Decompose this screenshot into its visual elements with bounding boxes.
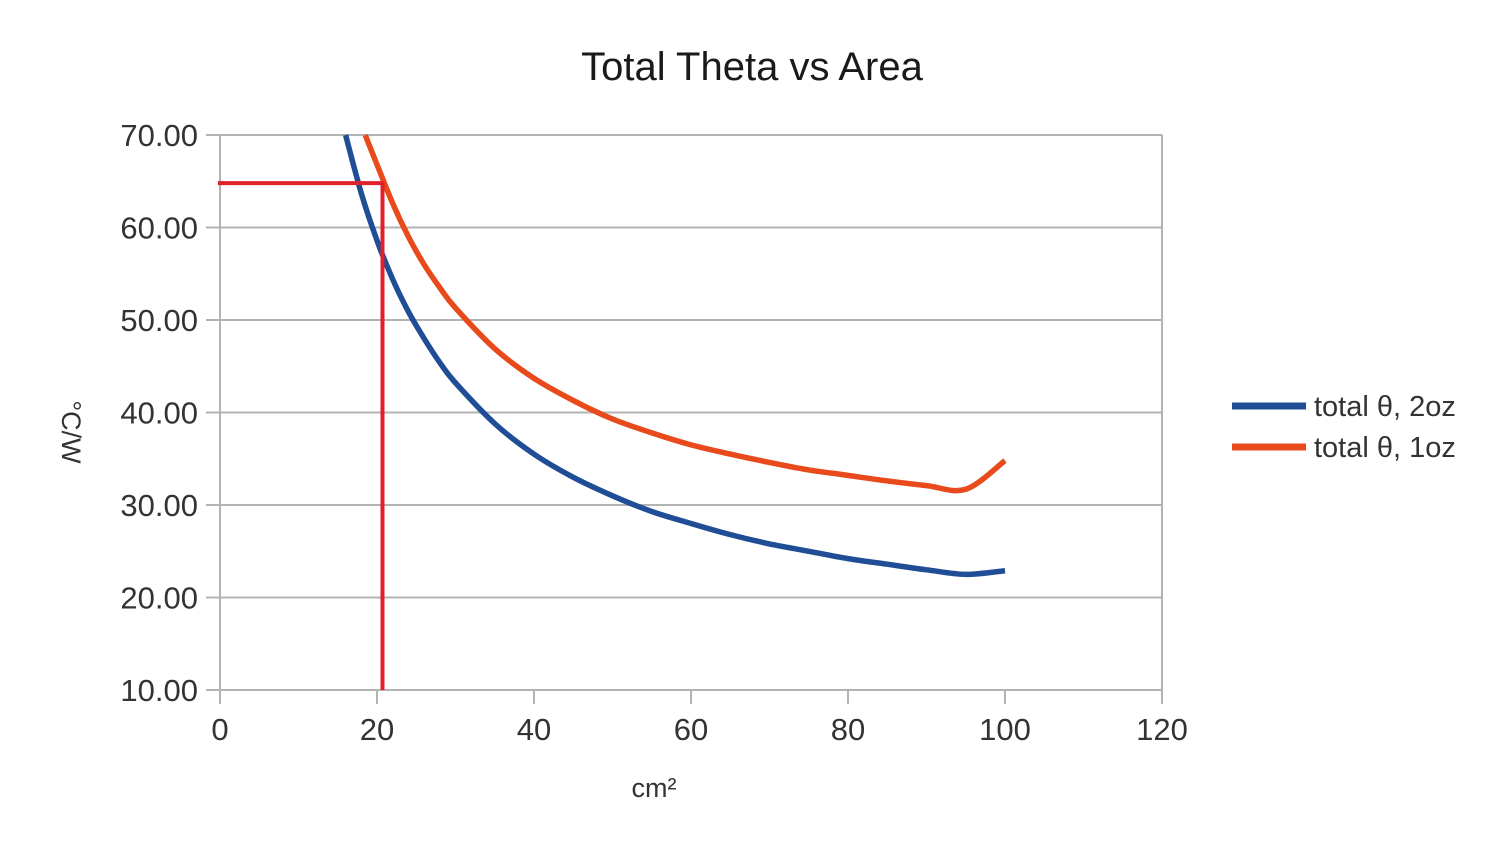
y-tick-label: 20.00: [120, 581, 198, 616]
series-line-2: [362, 133, 1007, 494]
series-line-1: [342, 134, 1006, 578]
y-tick-label: 30.00: [120, 488, 198, 523]
y-tick-label: 10.00: [120, 673, 198, 708]
y-tick-label: 60.00: [120, 211, 198, 246]
y-tick-label: 40.00: [120, 396, 198, 431]
gridlines: [220, 134, 1162, 691]
legend-label-2: total θ, 1oz: [1314, 432, 1456, 464]
annotations: [218, 181, 385, 690]
data-series: [342, 133, 1007, 578]
x-tick-label: 60: [674, 712, 708, 747]
y-axis-title: °C/W: [56, 400, 86, 464]
x-tick-label: 80: [831, 712, 865, 747]
y-tick-label: 50.00: [120, 303, 198, 338]
x-axis-title: cm²: [632, 773, 677, 803]
legend: total θ, 2oz total θ, 1oz: [1232, 391, 1456, 464]
x-tick-label: 40: [517, 712, 551, 747]
x-tick-label: 100: [979, 712, 1031, 747]
chart-title: Total Theta vs Area: [581, 45, 923, 89]
legend-label-1: total θ, 2oz: [1314, 391, 1456, 423]
x-tick-label: 20: [360, 712, 394, 747]
x-tick-label: 0: [211, 712, 228, 747]
y-tick-label: 70.00: [120, 118, 198, 153]
axes: 10.00 20.00 30.00 40.00 50.00 60.00 70.00 0 20 40…: [120, 118, 1187, 747]
x-tick-label: 120: [1136, 712, 1188, 747]
